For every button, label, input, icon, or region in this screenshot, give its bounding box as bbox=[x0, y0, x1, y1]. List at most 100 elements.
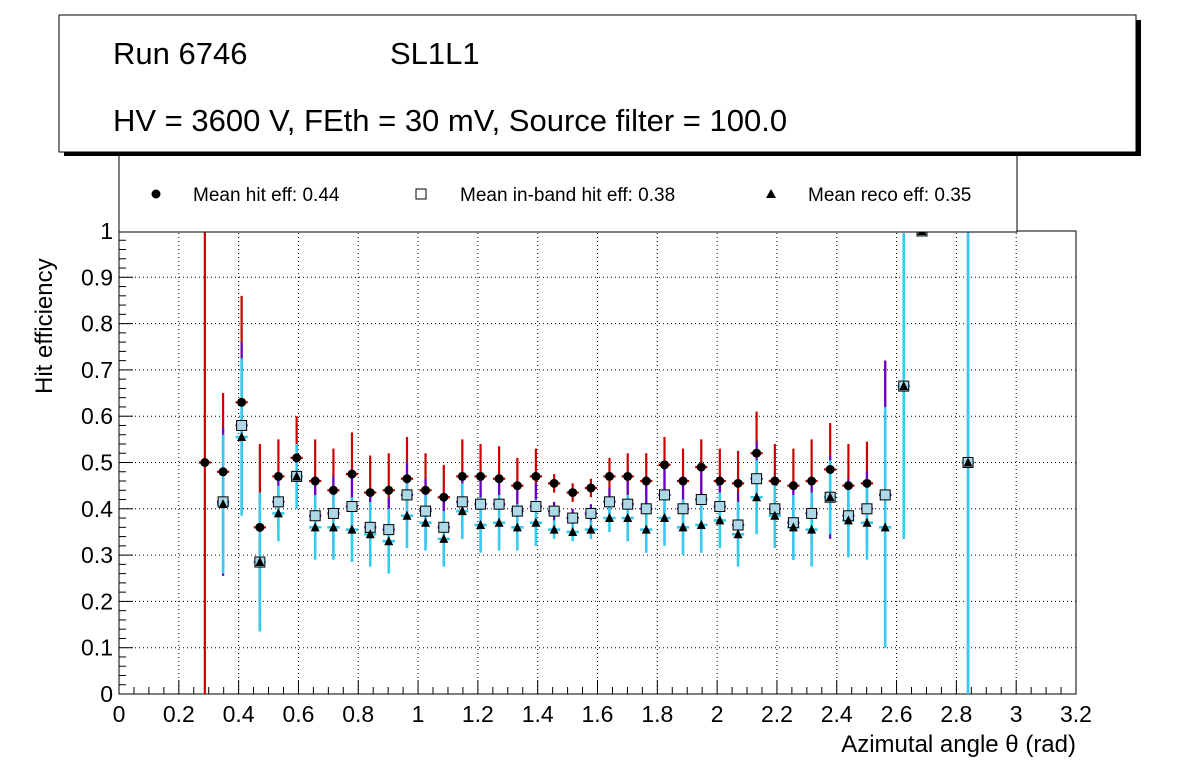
inband-point bbox=[438, 521, 450, 533]
inband-point bbox=[548, 505, 560, 517]
reco-point bbox=[439, 533, 449, 543]
y-tick-label: 0 bbox=[100, 681, 113, 707]
hit-point bbox=[494, 474, 504, 484]
reco-point bbox=[788, 522, 798, 532]
inband-point bbox=[658, 489, 670, 501]
x-tick-label: 1.2 bbox=[462, 701, 494, 727]
reco-point bbox=[237, 432, 247, 442]
reco-point bbox=[494, 517, 504, 527]
hit-point bbox=[568, 488, 578, 498]
hit-point bbox=[402, 474, 412, 484]
reco-point bbox=[880, 522, 890, 532]
x-tick-label: 0.8 bbox=[342, 701, 374, 727]
inband-point bbox=[272, 496, 284, 508]
y-tick-label: 0.3 bbox=[81, 542, 113, 568]
x-tick-label: 1.4 bbox=[522, 701, 554, 727]
hit-point bbox=[310, 476, 320, 486]
hit-point bbox=[273, 471, 283, 481]
reco-point bbox=[402, 510, 412, 520]
hit-point bbox=[457, 471, 467, 481]
reco-point bbox=[549, 524, 559, 534]
inband-point bbox=[714, 500, 726, 512]
hit-point bbox=[328, 485, 338, 495]
y-tick-label: 0.4 bbox=[81, 496, 113, 522]
reco-point bbox=[678, 522, 688, 532]
hit-point bbox=[384, 485, 394, 495]
x-tick-label: 3 bbox=[1010, 701, 1023, 727]
reco-point bbox=[457, 506, 467, 516]
x-tick-label: 0.2 bbox=[163, 701, 195, 727]
inband-point bbox=[493, 498, 505, 510]
hit-point bbox=[604, 471, 614, 481]
hit-point bbox=[733, 478, 743, 488]
x-tick-label: 1.6 bbox=[582, 701, 614, 727]
reco-point bbox=[659, 513, 669, 523]
hit-point bbox=[825, 464, 835, 474]
inband-point bbox=[806, 507, 818, 519]
x-tick-label: 0 bbox=[113, 701, 126, 727]
reco-point bbox=[255, 557, 265, 567]
x-axis-title: Azimutal angle θ (rad) bbox=[841, 731, 1076, 758]
x-tick-label: 0.6 bbox=[282, 701, 314, 727]
grid bbox=[119, 231, 1076, 694]
hit-point bbox=[641, 476, 651, 486]
hit-point bbox=[862, 478, 872, 488]
y-tick-label: 0.7 bbox=[81, 357, 113, 383]
hit-point bbox=[476, 471, 486, 481]
hit-point bbox=[200, 458, 210, 467]
inband-point bbox=[640, 503, 652, 515]
hit-point bbox=[218, 467, 228, 477]
inband-point bbox=[236, 419, 248, 431]
hit-point bbox=[255, 522, 265, 532]
axes: 0 0.2 0.4 0.6 0.8 1 1.2 1.4 1.6 1.8 2 2.2 2.4 2.6 2.8 3… bbox=[81, 218, 1092, 727]
legend-reco-marker bbox=[766, 189, 776, 198]
reco-point bbox=[963, 457, 973, 467]
reco-point bbox=[733, 529, 743, 539]
error-bars bbox=[198, 229, 975, 694]
y-tick-label: 0.2 bbox=[81, 588, 113, 614]
reco-point bbox=[476, 520, 486, 530]
reco-point bbox=[623, 513, 633, 523]
hit-point bbox=[347, 469, 357, 479]
hit-point bbox=[549, 478, 559, 488]
inband-point bbox=[622, 498, 634, 510]
reco-point bbox=[292, 471, 302, 481]
reco-point bbox=[512, 522, 522, 532]
data-markers bbox=[200, 225, 974, 568]
reco-point bbox=[328, 522, 338, 532]
reco-point bbox=[752, 492, 762, 502]
hit-point bbox=[623, 471, 633, 481]
reco-point bbox=[310, 522, 320, 532]
y-tick-label: 0.6 bbox=[81, 403, 113, 429]
inband-point bbox=[327, 507, 339, 519]
hit-point bbox=[292, 453, 302, 463]
legend-hit-label: Mean hit eff: 0.44 bbox=[193, 185, 340, 206]
reco-point bbox=[807, 524, 817, 534]
y-tick-label: 0.8 bbox=[81, 311, 113, 337]
legend-inband-label: Mean in-band hit eff: 0.38 bbox=[460, 185, 675, 206]
inband-point bbox=[420, 505, 432, 517]
conditions-label: HV = 3600 V, FEth = 30 mV, Source filter… bbox=[113, 103, 787, 138]
hit-point bbox=[715, 476, 725, 486]
hit-point bbox=[807, 476, 817, 486]
reco-point bbox=[531, 517, 541, 527]
layer-label: SL1L1 bbox=[390, 36, 480, 71]
x-tick-label: 1.8 bbox=[641, 701, 673, 727]
reco-point bbox=[825, 492, 835, 502]
x-tick-label: 2.4 bbox=[821, 701, 853, 727]
inband-point bbox=[879, 489, 891, 501]
inband-point bbox=[401, 489, 413, 501]
hit-point bbox=[586, 483, 596, 493]
inband-point bbox=[732, 519, 744, 531]
y-tick-label: 0.5 bbox=[81, 450, 113, 476]
x-tick-label: 0.4 bbox=[223, 701, 255, 727]
inband-point bbox=[511, 505, 523, 517]
hit-point bbox=[365, 488, 375, 498]
y-tick-label: 0.1 bbox=[81, 635, 113, 661]
legend-inband-marker bbox=[415, 188, 427, 200]
reco-point bbox=[347, 524, 357, 534]
reco-point bbox=[384, 536, 394, 546]
inband-point bbox=[475, 498, 487, 510]
reco-point bbox=[696, 520, 706, 530]
